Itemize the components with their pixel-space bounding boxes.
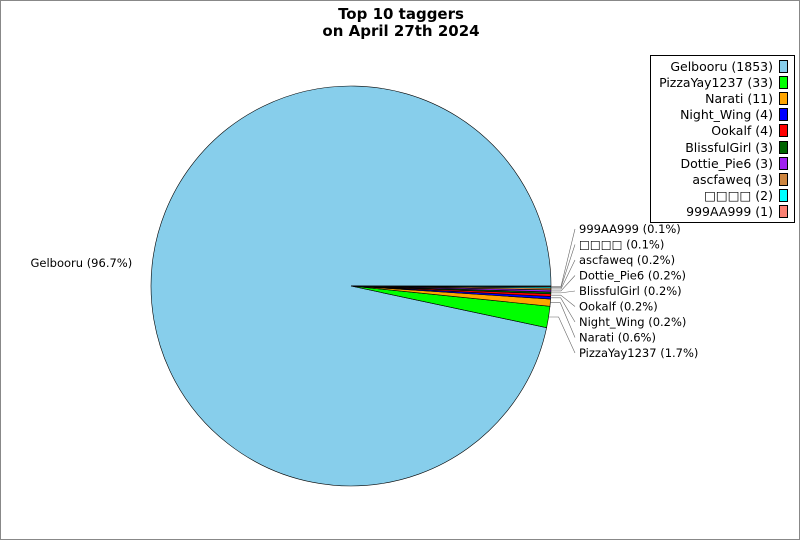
legend-item: Gelbooru (1853) — [651, 58, 794, 74]
slice-label-0: Gelbooru (96.7%) — [30, 256, 132, 270]
legend-swatch — [779, 189, 788, 203]
chart-title-line-2: on April 27th 2024 — [322, 22, 479, 40]
leader-line-4 — [550, 294, 576, 307]
legend-label: 999AA999 (1) — [686, 204, 773, 220]
legend-label: Dottie_Pie6 (3) — [680, 155, 773, 171]
leader-line-5 — [550, 290, 576, 294]
legend-item: ascfaweq (3) — [651, 171, 794, 187]
legend-label: Ookalf (4) — [711, 123, 773, 139]
legend-item: Dottie_Pie6 (3) — [651, 155, 794, 171]
slice-label-2: Narati (0.6%) — [579, 331, 656, 345]
legend-item: Ookalf (4) — [651, 123, 794, 139]
chart-title-line-1: Top 10 taggers — [338, 5, 464, 23]
leader-line-3 — [550, 297, 576, 323]
legend-label: Gelbooru (1853) — [670, 58, 773, 74]
slice-label-5: BlissfulGirl (0.2%) — [579, 284, 682, 298]
legend-swatch — [779, 59, 788, 73]
legend-item: BlissfulGirl (3) — [651, 139, 794, 155]
legend-label: □□□□ (2) — [704, 188, 773, 204]
slice-label-3: Night_Wing (0.2%) — [579, 315, 686, 329]
legend-label: Night_Wing (4) — [680, 107, 773, 123]
legend-swatch — [779, 172, 788, 186]
legend-swatch — [779, 140, 788, 154]
slice-label-9: 999AA999 (0.1%) — [579, 222, 681, 236]
slice-label-1: PizzaYay1237 (1.7%) — [579, 346, 698, 360]
leader-line-8 — [550, 244, 576, 288]
leader-line-2 — [550, 302, 576, 338]
legend-item: Night_Wing (4) — [651, 107, 794, 123]
legend-swatch — [779, 75, 788, 89]
legend-swatch — [779, 91, 788, 105]
leader-line-9 — [550, 228, 576, 287]
leader-line-1 — [548, 316, 576, 354]
legend-swatch — [779, 124, 788, 138]
slice-label-6: Dottie_Pie6 (0.2%) — [579, 269, 686, 283]
legend-item: PizzaYay1237 (33) — [651, 74, 794, 90]
legend-label: PizzaYay1237 (33) — [659, 74, 773, 90]
legend-swatch — [779, 108, 788, 122]
legend-label: Narati (11) — [705, 90, 773, 106]
legend-swatch — [779, 205, 788, 219]
leader-line-6 — [550, 275, 576, 292]
legend-item: □□□□ (2) — [651, 188, 794, 204]
slice-label-7: ascfaweq (0.2%) — [579, 253, 675, 267]
legend-label: BlissfulGirl (3) — [685, 139, 773, 155]
legend-item: Narati (11) — [651, 90, 794, 106]
legend-label: ascfaweq (3) — [692, 171, 773, 187]
legend-swatch — [779, 156, 788, 170]
leader-line-7 — [550, 259, 576, 290]
legend: Gelbooru (1853) PizzaYay1237 (33) Narati (… — [650, 55, 795, 223]
slice-label-8: □□□□ (0.1%) — [579, 238, 664, 252]
slice-label-4: Ookalf (0.2%) — [579, 300, 658, 314]
legend-item: 999AA999 (1) — [651, 204, 794, 220]
